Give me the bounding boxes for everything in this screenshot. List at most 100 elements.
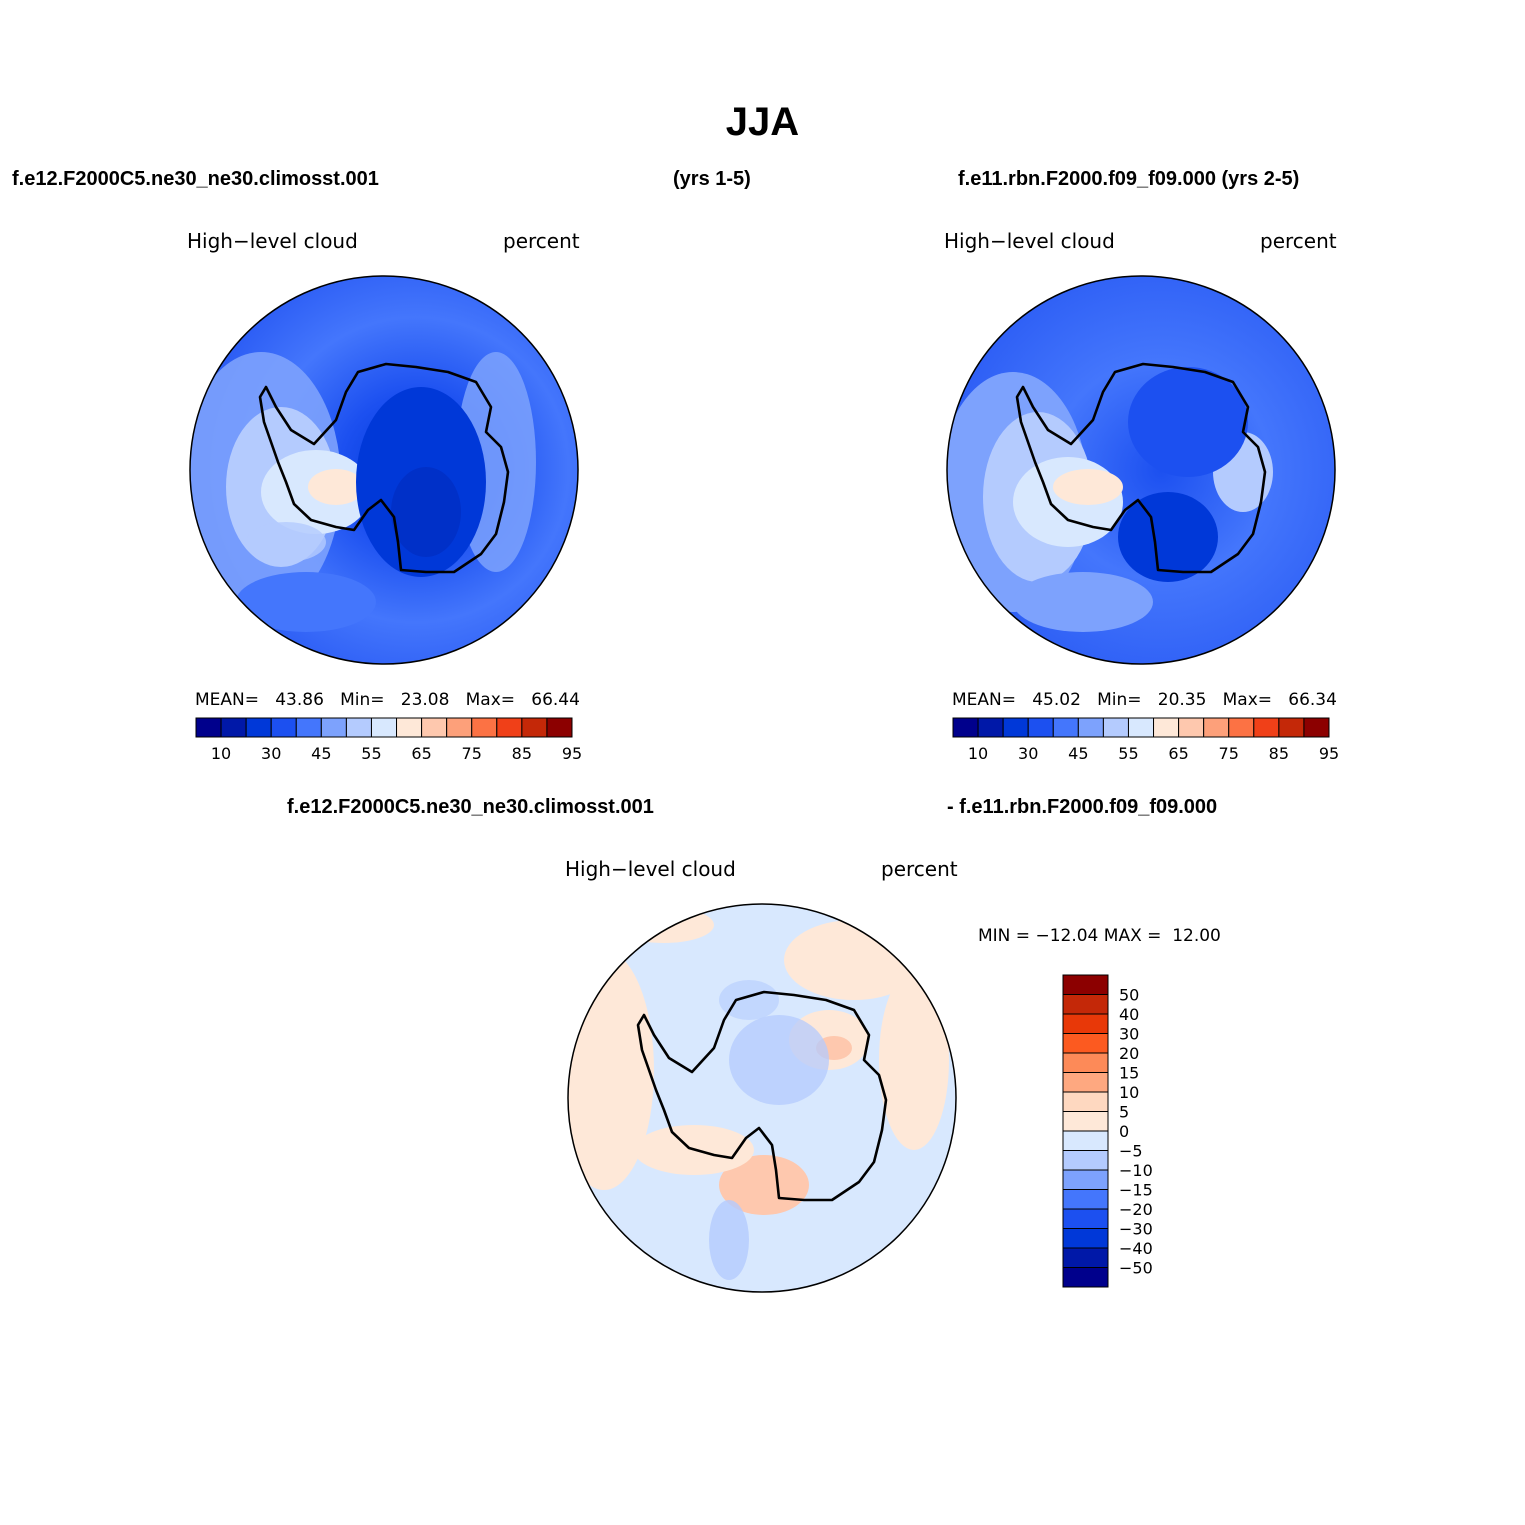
colorbar-tick-label: 30 [1119, 1025, 1139, 1044]
panel2-max-value: 66.34 [1288, 690, 1337, 710]
panel3-antarctica-coastline [636, 990, 888, 1202]
panel1-map [189, 275, 579, 665]
panel2-region-south [1013, 572, 1153, 632]
colorbar-box [952, 717, 979, 738]
panel2-min-value: 20.35 [1157, 690, 1207, 710]
colorbar-box [1062, 1150, 1109, 1171]
case1-years: (yrs 1-5) [673, 168, 751, 190]
colorbar-box [1153, 717, 1180, 738]
colorbar-box [1178, 717, 1205, 738]
colorbar-tick-label: 45 [311, 744, 331, 763]
colorbar-tick-label: −10 [1119, 1161, 1153, 1180]
panel3-map [567, 903, 957, 1293]
panel3-map-border [567, 903, 957, 1293]
panel1-region-south [236, 572, 376, 632]
colorbar-box [1027, 717, 1054, 738]
panel1-antarctica-coastline [258, 362, 510, 574]
colorbar-tick-label: 95 [1319, 744, 1339, 763]
colorbar-box [1062, 1208, 1109, 1229]
colorbar-tick-label: 75 [1219, 744, 1239, 763]
colorbar-box [1062, 1072, 1109, 1093]
colorbar-tick-label: 15 [1119, 1064, 1139, 1083]
panel2-max-label: Max= [1222, 690, 1273, 710]
panel1-variable-label: High−level cloud [187, 229, 358, 253]
colorbar-box [977, 717, 1004, 738]
colorbar-tick-label: −20 [1119, 1200, 1153, 1219]
colorbar-tick-label: 85 [1269, 744, 1289, 763]
colorbar-tick-label: 30 [261, 744, 281, 763]
colorbar-box [320, 717, 347, 738]
colorbar-box [245, 717, 272, 738]
case1-title: f.e12.F2000C5.ne30_ne30.climosst.001 [12, 168, 379, 190]
colorbar-tick-label: 75 [462, 744, 482, 763]
colorbar-box [1062, 1111, 1109, 1132]
panel1-region-core [391, 467, 461, 557]
colorbar-tick-label: 10 [1119, 1083, 1139, 1102]
colorbar-box [1062, 1033, 1109, 1054]
colorbar-box [1062, 1189, 1109, 1210]
colorbar-box [1062, 1013, 1109, 1034]
panel2-mean-label: MEAN= [952, 690, 1016, 710]
panel3-variable-label: High−level cloud [565, 857, 736, 881]
panel2-mean-value: 45.02 [1032, 690, 1081, 710]
panel3-region-negative-north [719, 980, 779, 1020]
colorbar-tick-label: 55 [1118, 744, 1138, 763]
colorbar-box [1077, 717, 1104, 738]
panel1-min-label: Min= [340, 690, 385, 710]
panel1-colorbar: 10 30 45 55 65 75 85 95 [195, 717, 582, 763]
panel2-region-weddell [1053, 469, 1123, 505]
colorbar-tick-label: 55 [361, 744, 381, 763]
panel3-units-label: percent [881, 857, 958, 881]
panel3-region-east [879, 970, 949, 1150]
figure-title: JJA [725, 100, 800, 144]
colorbar-tick-label: 95 [562, 744, 582, 763]
colorbar-tick-label: 45 [1068, 744, 1088, 763]
colorbar-box [270, 717, 297, 738]
colorbar-box [1062, 1052, 1109, 1073]
colorbar-tick-label: 20 [1119, 1044, 1139, 1063]
colorbar-box [1062, 1091, 1109, 1112]
colorbar-box [521, 717, 548, 738]
colorbar-box [195, 717, 222, 738]
colorbar-box [1303, 717, 1330, 738]
panel3-stats: MIN = −12.04 MAX = 12.00 [978, 926, 1221, 946]
colorbar-box [471, 717, 498, 738]
colorbar-box [295, 717, 322, 738]
colorbar-tick-label: 30 [1018, 744, 1038, 763]
panel1-map-border [189, 275, 579, 665]
panel2-min-label: Min= [1097, 690, 1142, 710]
panel1-stats: MEAN= 43.86 Min= 23.08 Max= 66.44 [195, 690, 580, 710]
colorbar-box [1278, 717, 1305, 738]
panel2-colorbar: 10 30 45 55 65 75 85 95 [952, 717, 1339, 763]
colorbar-tick-label: −40 [1119, 1239, 1153, 1258]
colorbar-box [1062, 1130, 1109, 1151]
colorbar-box [1062, 1247, 1109, 1268]
colorbar-tick-label: 65 [1168, 744, 1188, 763]
panel2-map [946, 275, 1336, 665]
colorbar-tick-label: −5 [1119, 1142, 1143, 1161]
colorbar-box [421, 717, 448, 738]
colorbar-box [1062, 1228, 1109, 1249]
colorbar-box [1002, 717, 1029, 738]
colorbar-box [1203, 717, 1230, 738]
panel3-min-label: MIN = [978, 926, 1031, 946]
colorbar-box [496, 717, 523, 738]
panel3-max-label: MAX = [1103, 926, 1162, 946]
panel2-units-label: percent [1260, 229, 1337, 253]
panel3-region-negative [729, 1015, 829, 1105]
panel1-region-southwest [246, 522, 326, 562]
panel2-antarctica-coastline [1015, 362, 1267, 574]
colorbar-box [1102, 717, 1129, 738]
panel1-mean-value: 43.86 [275, 690, 324, 710]
panel3-min-value: −12.04 [1035, 926, 1099, 946]
colorbar-box [345, 717, 372, 738]
panel2-region-core [1118, 492, 1218, 582]
colorbar-box [1062, 994, 1109, 1015]
colorbar-box [370, 717, 398, 738]
colorbar-box [1052, 717, 1079, 738]
colorbar-box [220, 717, 247, 738]
colorbar-tick-label: 10 [968, 744, 988, 763]
colorbar-box [1228, 717, 1255, 738]
panel3-max-value: 12.00 [1172, 926, 1221, 946]
